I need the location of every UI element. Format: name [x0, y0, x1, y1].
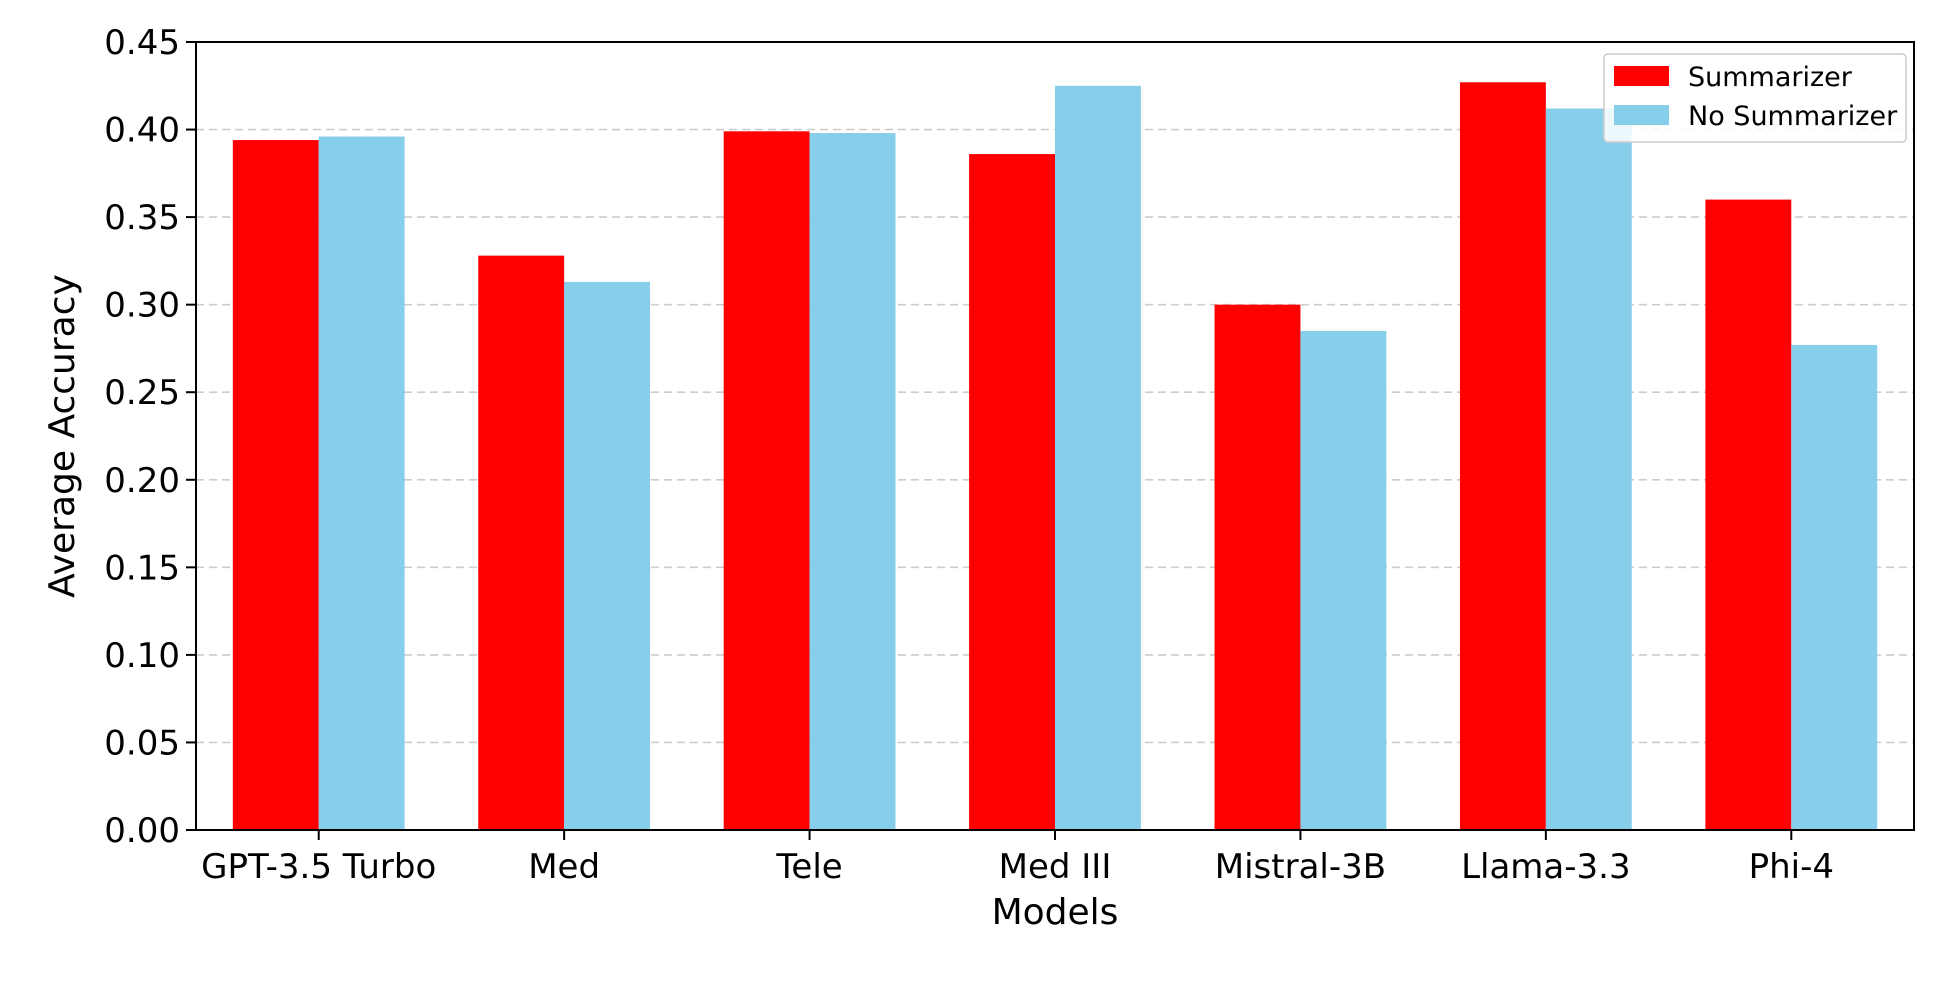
- y-tick-label: 0.00: [104, 811, 180, 851]
- x-axis: GPT-3.5 Turbo Med Tele Med III Mistral-3B Lla…: [201, 830, 1834, 887]
- bar-no-summarizer: [1791, 344, 1878, 830]
- y-tick-label: 0.35: [104, 198, 180, 238]
- y-axis-title: Average Accuracy: [42, 274, 83, 598]
- legend-swatch: [1614, 66, 1669, 86]
- bar-summarizer: [969, 154, 1055, 830]
- y-tick-label: 0.05: [104, 723, 180, 763]
- bar-no-summarizer: [809, 133, 896, 830]
- y-tick-label: 0.45: [104, 23, 180, 63]
- bar-summarizer: [1705, 199, 1792, 831]
- x-tick-label: Mistral-3B: [1215, 847, 1386, 887]
- legend-label: No Summarizer: [1688, 101, 1898, 132]
- x-axis-title: Models: [992, 892, 1119, 933]
- y-tick-label: 0.15: [104, 548, 180, 588]
- bars-layer: [232, 82, 1878, 831]
- bar-no-summarizer: [1300, 330, 1387, 830]
- legend-swatch: [1614, 105, 1669, 125]
- bar-no-summarizer: [1055, 85, 1141, 831]
- x-tick-label: Med: [528, 847, 600, 887]
- bar-summarizer: [1459, 82, 1546, 830]
- legend: Summarizer No Summarizer: [1603, 53, 1907, 143]
- bar-summarizer: [1214, 304, 1301, 831]
- y-tick-label: 0.25: [104, 373, 180, 413]
- y-tick-label: 0.10: [104, 636, 180, 676]
- legend-label: Summarizer: [1688, 62, 1853, 93]
- bar-no-summarizer: [1545, 108, 1632, 830]
- bar-no-summarizer: [318, 136, 405, 830]
- y-tick-label: 0.20: [104, 461, 180, 501]
- legend-box: [1603, 53, 1907, 143]
- y-tick-label: 0.30: [104, 286, 180, 326]
- x-tick-label: GPT-3.5 Turbo: [201, 847, 436, 887]
- x-tick-label: Med III: [999, 847, 1112, 887]
- bar-summarizer: [232, 140, 319, 830]
- bar-summarizer: [723, 131, 810, 831]
- y-axis: 0.00 0.05 0.10 0.15 0.20 0.25 0.30 0.35 0.40 0.45: [104, 23, 196, 851]
- bar-no-summarizer: [564, 281, 651, 830]
- bar-summarizer: [478, 255, 565, 830]
- x-tick-label: Phi-4: [1749, 847, 1834, 887]
- x-tick-label: Llama-3.3: [1461, 847, 1631, 887]
- y-tick-label: 0.40: [104, 111, 180, 151]
- x-tick-label: Tele: [775, 847, 842, 887]
